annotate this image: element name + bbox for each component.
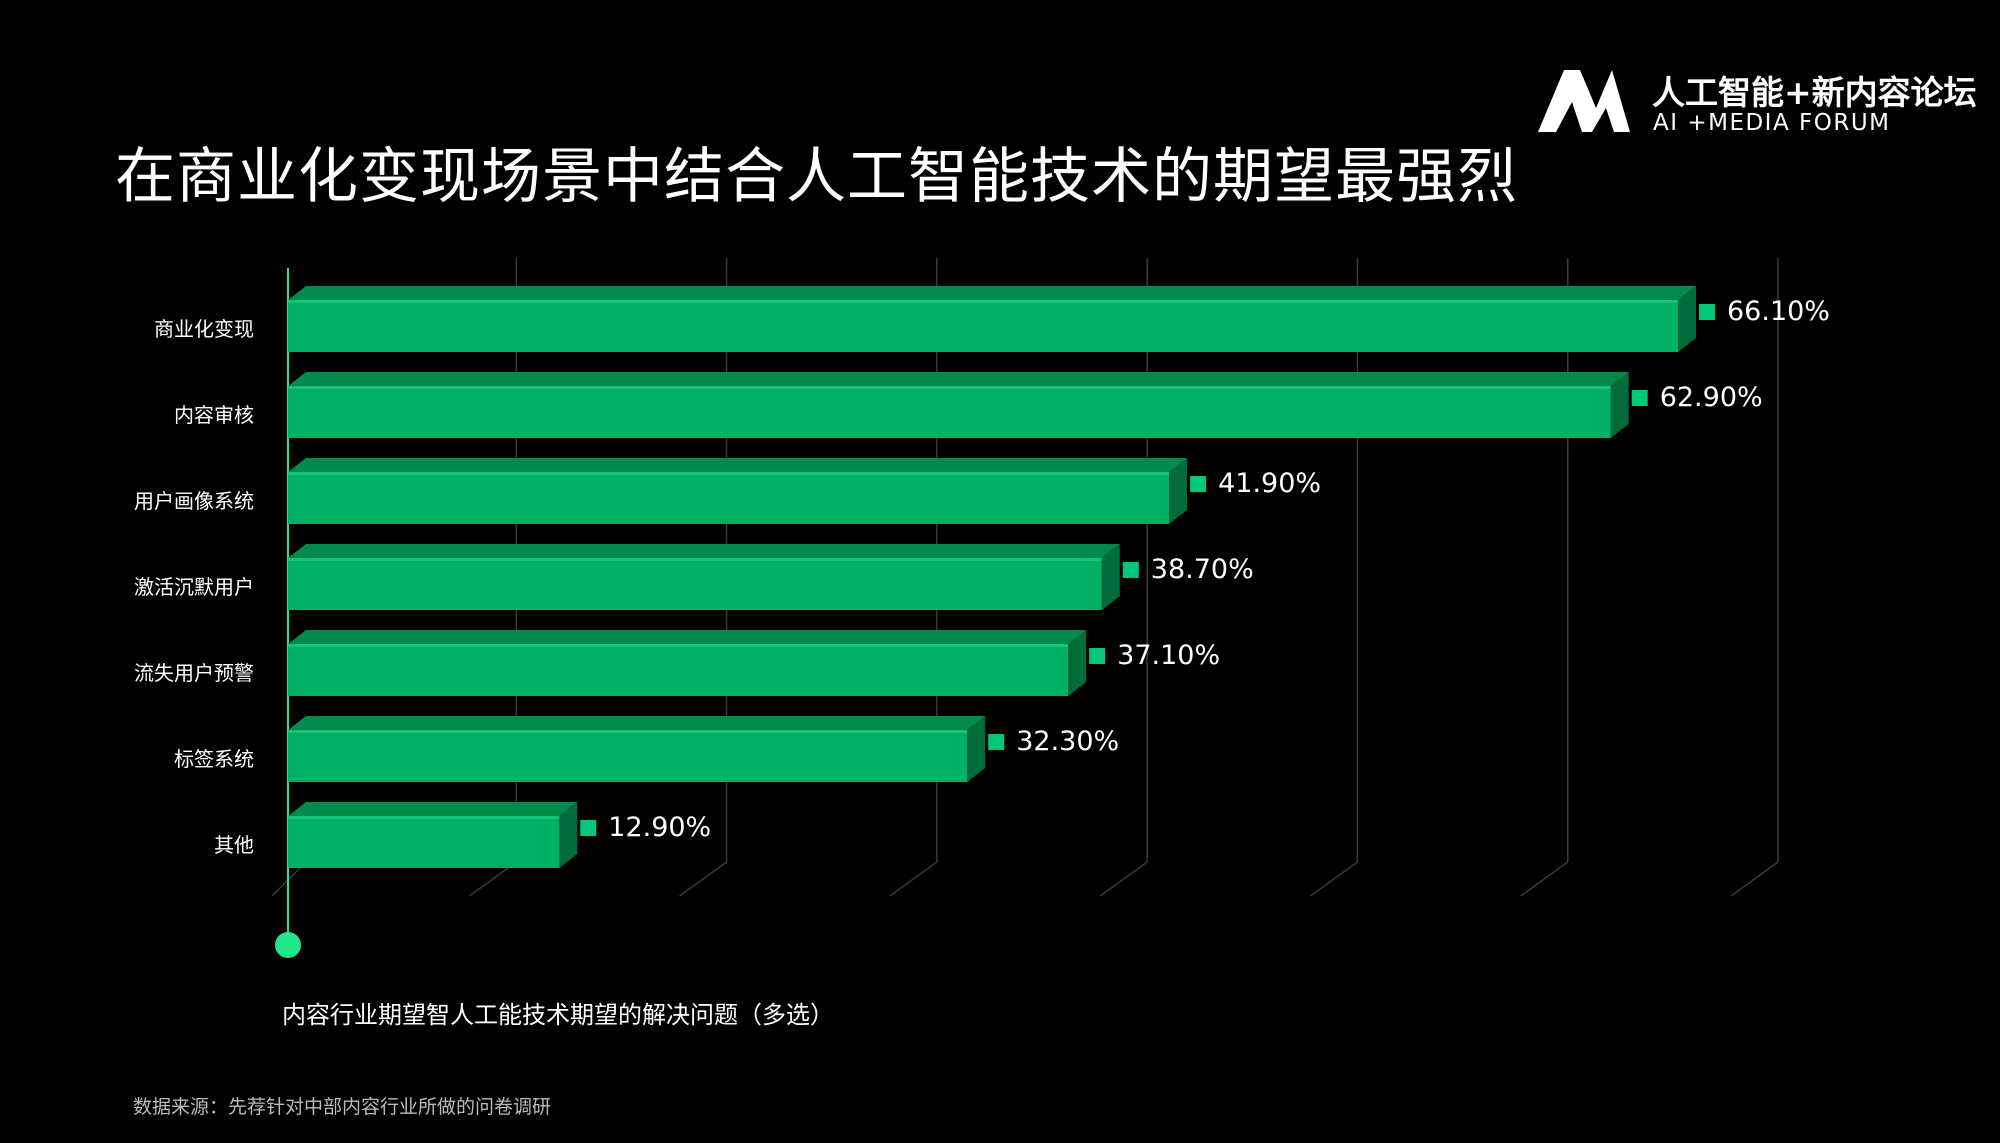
- bar-top-face: [288, 716, 986, 730]
- value-marker: [1089, 648, 1106, 664]
- value-marker: [1699, 304, 1715, 320]
- grid-floor-line: [1309, 861, 1358, 897]
- bar-side-face: [1169, 458, 1188, 524]
- grid-floor-line: [1520, 861, 1569, 897]
- chart-caption: 内容行业期望智人工能技术期望的解决问题（多选）: [282, 1001, 834, 1029]
- value-marker: [1122, 562, 1139, 578]
- bar-highlight: [288, 816, 560, 819]
- grid-floor-line: [1099, 861, 1148, 897]
- bar-top-face: [288, 372, 1629, 386]
- bar-side-face: [1101, 544, 1120, 610]
- bar-top-face: [288, 286, 1696, 300]
- bar: [288, 730, 968, 782]
- category-label: 流失用户预警: [134, 661, 254, 685]
- category-label: 其他: [214, 833, 254, 857]
- bar-top-face: [288, 802, 578, 816]
- bar-highlight: [288, 730, 968, 733]
- bar-side-face: [559, 802, 578, 868]
- bar: [288, 300, 1678, 352]
- value-label: 62.90%: [1660, 382, 1763, 413]
- brand-lockup: 人工智能+新内容论坛 AI +MEDIA FORUM: [1538, 66, 1978, 146]
- grid-floor-line: [889, 861, 938, 897]
- value-marker: [988, 734, 1005, 750]
- category-label: 标签系统: [174, 747, 254, 771]
- brand-name-cn: 人工智能+新内容论坛: [1652, 73, 1977, 112]
- grid-floor-line: [1730, 861, 1779, 897]
- bar-top-face: [288, 630, 1087, 644]
- value-label: 66.10%: [1727, 296, 1830, 327]
- value-label: 37.10%: [1117, 640, 1220, 671]
- bar: [288, 816, 560, 868]
- bar-side-face: [1610, 372, 1629, 438]
- bar-top-face: [288, 458, 1188, 472]
- bar-highlight: [288, 300, 1678, 303]
- bar-side-face: [1068, 630, 1087, 696]
- bar-highlight: [288, 558, 1102, 561]
- bar-side-face: [967, 716, 986, 782]
- grid-floor-line: [679, 861, 728, 897]
- ma-logo-icon: [1538, 70, 1630, 132]
- bar: [288, 472, 1170, 524]
- value-label: 38.70%: [1151, 554, 1254, 585]
- brand-name-en: AI +MEDIA FORUM: [1653, 110, 1891, 136]
- axis-end-dot: [275, 932, 301, 958]
- page-title: 在商业化变现场景中结合人工智能技术的期望最强烈: [115, 142, 1518, 212]
- bar: [288, 386, 1611, 438]
- value-marker: [1190, 476, 1207, 492]
- bar-side-face: [1678, 286, 1696, 352]
- value-marker: [580, 820, 597, 836]
- value-label: 41.90%: [1218, 468, 1321, 499]
- value-label: 12.90%: [608, 812, 711, 843]
- category-label: 激活沉默用户: [134, 575, 254, 599]
- bar: [288, 558, 1102, 610]
- value-marker: [1631, 390, 1648, 406]
- data-source: 数据来源：先荐针对中部内容行业所做的问卷调研: [133, 1096, 552, 1118]
- bar-highlight: [288, 644, 1069, 647]
- bar-top-face: [288, 544, 1120, 558]
- category-label: 用户画像系统: [134, 489, 254, 513]
- value-label: 32.30%: [1016, 726, 1119, 757]
- bar-highlight: [288, 472, 1170, 475]
- bar: [288, 644, 1069, 696]
- bar-highlight: [288, 386, 1611, 389]
- category-label: 内容审核: [174, 403, 254, 427]
- category-label: 商业化变现: [154, 317, 254, 341]
